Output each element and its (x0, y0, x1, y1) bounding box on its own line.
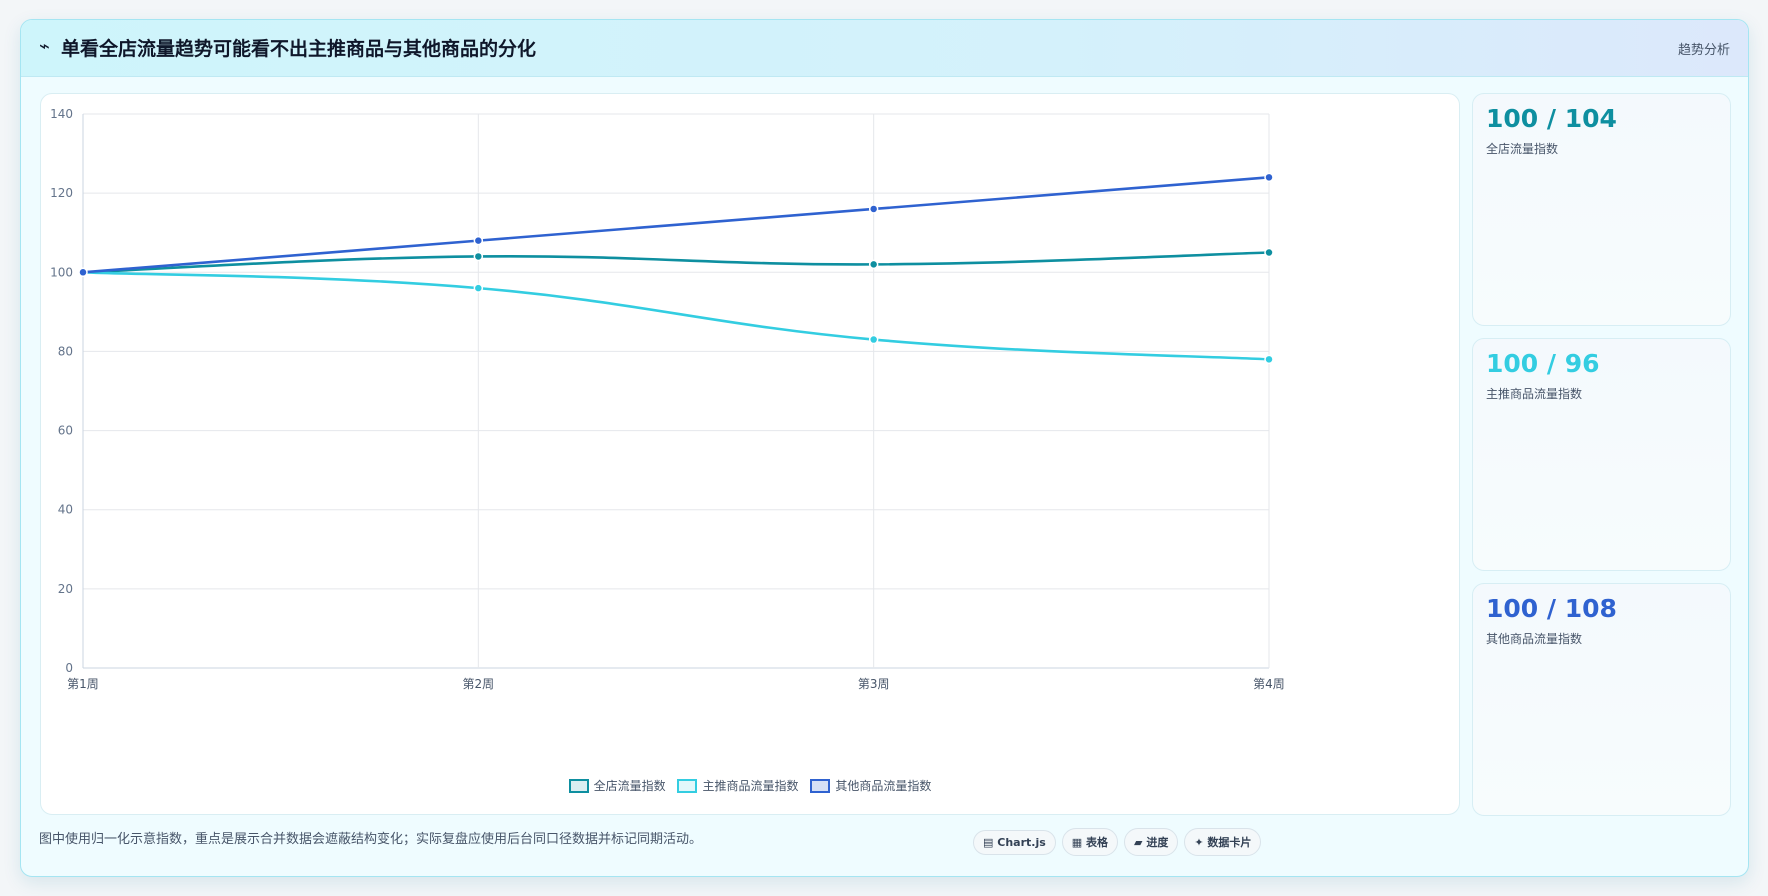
y-tick-label: 20 (58, 582, 73, 596)
y-tick-label: 100 (50, 265, 73, 279)
card-title: 单看全店流量趋势可能看不出主推商品与其他商品的分化 (61, 38, 537, 60)
progress-icon: ▰ (1134, 836, 1143, 849)
chip-progress[interactable]: ▰ 进度 (1124, 828, 1179, 856)
stat-label: 其他商品流量指数 (1486, 632, 1583, 646)
chip-chartjs[interactable]: ▤ Chart.js (973, 830, 1056, 855)
analysis-card: ⌁ 单看全店流量趋势可能看不出主推商品与其他商品的分化 趋势分析 0 20 40 60… (20, 19, 1749, 877)
data-point-1 (1264, 354, 1274, 365)
data-point-0 (868, 259, 879, 270)
data-point-2 (78, 267, 88, 278)
chart-icon: ▤ (983, 836, 994, 849)
y-tick-label: 140 (50, 107, 73, 121)
stat-value: 100 / 108 (1486, 594, 1617, 623)
chip-label: 进度 (1146, 836, 1169, 849)
card-header: ⌁ 单看全店流量趋势可能看不出主推商品与其他商品的分化 趋势分析 (21, 20, 1748, 77)
data-point-2 (473, 235, 484, 246)
y-tick-label: 120 (50, 186, 73, 200)
y-tick-label: 0 (65, 661, 73, 675)
chart-legend: 全店流量指数 主推商品流量指数 其他商品流量指数 (41, 777, 1459, 794)
category-tag: 趋势分析 (1677, 43, 1730, 58)
stat-card-featured: 100 / 96 主推商品流量指数 (1472, 338, 1731, 571)
y-tick-label: 40 (58, 503, 73, 517)
x-tick-label: 第3周 (858, 677, 890, 691)
data-point-2 (868, 204, 879, 214)
series-line-0 (82, 251, 1270, 274)
data-point-1 (473, 283, 484, 293)
series-line-2 (82, 176, 1270, 274)
legend-swatch-featured (677, 779, 698, 793)
legend-label: 全店流量指数 (593, 779, 666, 793)
chart-panel: 0 20 40 60 80 100 120 140 第1周 第2周 第3周 第4周 全店流量指数 主推… (40, 93, 1460, 815)
x-tick-label: 第1周 (67, 677, 99, 691)
legend-item-featured[interactable]: 主推商品流量指数 (677, 777, 799, 794)
stat-card-others: 100 / 108 其他商品流量指数 (1472, 583, 1731, 816)
chip-label: 表格 (1086, 836, 1109, 849)
stat-value: 100 / 96 (1486, 349, 1600, 378)
chip-table[interactable]: ▦ 表格 (1061, 828, 1119, 856)
stat-card-total: 100 / 104 全店流量指数 (1472, 93, 1731, 326)
table-icon: ▦ (1071, 836, 1083, 849)
line-chart: 0 20 40 60 80 100 120 140 第1周 第2周 第3周 第4周 (50, 107, 1285, 691)
footnote: 图中使用归一化示意指数，重点是展示合并数据会遮蔽结构变化；实际复盘应使用后台同口… (39, 832, 703, 847)
legend-swatch-total (568, 779, 589, 793)
chip-label: Chart.js (997, 836, 1046, 849)
tool-chips: ▤ Chart.js ▦ 表格 ▰ 进度 ✦ 数据卡片 (973, 828, 1267, 856)
data-point-2 (1264, 172, 1274, 183)
legend-swatch-others (810, 779, 831, 793)
stat-label: 主推商品流量指数 (1486, 387, 1583, 401)
trend-icon: ⌁ (39, 36, 50, 57)
sparkle-icon: ✦ (1194, 836, 1204, 849)
legend-item-total[interactable]: 全店流量指数 (568, 777, 666, 794)
x-tick-label: 第2周 (463, 677, 495, 691)
chip-label: 数据卡片 (1207, 836, 1252, 849)
legend-item-others[interactable]: 其他商品流量指数 (810, 777, 931, 794)
series-line-1 (82, 270, 1270, 361)
legend-label: 主推商品流量指数 (702, 779, 799, 793)
x-tick-label: 第4周 (1253, 677, 1285, 691)
stat-value: 100 / 104 (1486, 104, 1617, 133)
data-point-0 (473, 251, 484, 262)
data-point-1 (868, 334, 879, 345)
stat-label: 全店流量指数 (1486, 142, 1559, 156)
y-tick-label: 60 (58, 424, 73, 438)
y-tick-label: 80 (58, 344, 73, 358)
data-point-0 (1264, 247, 1274, 258)
legend-label: 其他商品流量指数 (835, 779, 932, 793)
chip-data-card[interactable]: ✦ 数据卡片 (1184, 828, 1262, 856)
